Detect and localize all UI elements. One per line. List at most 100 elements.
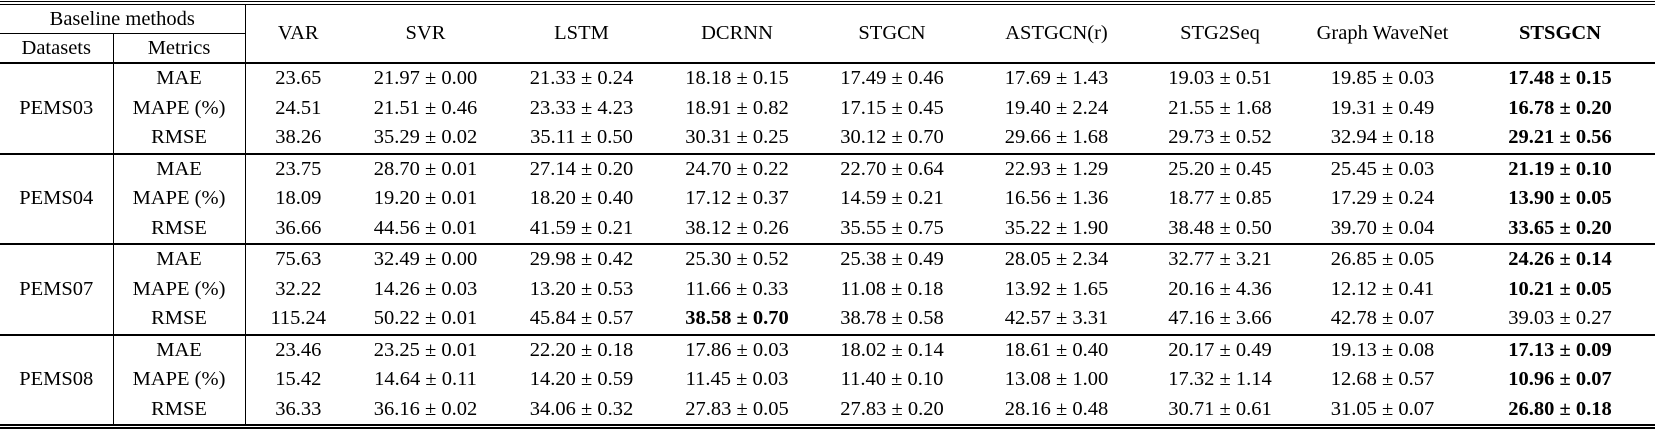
metric-name-cell: MAE: [113, 63, 246, 94]
value-cell: 19.85 ± 0.03: [1330, 67, 1435, 90]
value-cell: 47.16 ± 3.66: [1168, 307, 1272, 330]
method-column-header-stgcn: STGCN: [858, 22, 926, 44]
value-cell: 13.20 ± 0.53: [529, 277, 634, 300]
value-cell: 33.65 ± 0.20: [1508, 216, 1612, 239]
value-cell: 31.05 ± 0.07: [1330, 397, 1435, 420]
method-column-header-lstm: LSTM: [554, 22, 609, 44]
header-row-sub: Datasets Metrics: [0, 33, 1655, 63]
table-row: RMSE 115.24 50.22 ± 0.01 45.84 ± 0.57 38.58 …: [0, 304, 1655, 335]
value-cell: 18.09: [275, 187, 322, 210]
value-cell: 26.85 ± 0.05: [1330, 248, 1435, 271]
value-cell: 29.98 ± 0.42: [529, 248, 634, 271]
value-cell: 35.11 ± 0.50: [530, 126, 633, 149]
metric-name-cell: RMSE: [113, 213, 246, 244]
value-cell: 39.70 ± 0.04: [1330, 216, 1435, 239]
value-cell: 18.61 ± 0.40: [1004, 338, 1109, 361]
results-table: Baseline methods VAR SVR LSTM DCRNN STGCN AST…: [0, 1, 1655, 429]
dataset-name-cell: PEMS04: [0, 153, 114, 244]
value-cell: 11.08 ± 0.18: [840, 277, 944, 300]
metric-name-cell: MAPE (%): [113, 184, 246, 214]
value-cell: 42.78 ± 0.07: [1330, 307, 1435, 330]
value-cell: 24.26 ± 0.14: [1508, 248, 1612, 271]
table-row: MAPE (%) 24.51 21.51 ± 0.46 23.33 ± 4.23 18.…: [0, 93, 1655, 123]
metric-name-cell: MAE: [113, 244, 246, 275]
method-column-header-dcrnn: DCRNN: [701, 22, 773, 44]
value-cell: 17.48 ± 0.15: [1508, 67, 1612, 90]
value-cell: 29.73 ± 0.52: [1168, 126, 1272, 149]
method-column-header-astgcn-r: ASTGCN(r): [1005, 22, 1108, 44]
dataset-group-pems08: PEMS08 MAE 23.46 23.25 ± 0.01 22.20 ± 0.18 17…: [0, 334, 1655, 427]
value-cell: 14.20 ± 0.59: [529, 368, 634, 391]
value-cell: 26.80 ± 0.18: [1508, 397, 1612, 420]
value-cell: 11.40 ± 0.10: [840, 368, 944, 391]
value-cell: 24.70 ± 0.22: [685, 157, 789, 180]
value-cell: 27.83 ± 0.20: [840, 397, 944, 420]
value-cell: 21.55 ± 1.68: [1168, 96, 1272, 119]
value-cell: 36.66: [275, 216, 322, 239]
value-cell: 18.77 ± 0.85: [1168, 187, 1272, 210]
value-cell: 18.91 ± 0.82: [685, 96, 789, 119]
metric-name-cell: MAE: [113, 153, 246, 184]
value-cell: 21.97 ± 0.00: [373, 67, 478, 90]
value-cell: 38.58 ± 0.70: [685, 307, 789, 330]
dataset-group-pems07: PEMS07 MAE 75.63 32.49 ± 0.00 29.98 ± 0.42 25…: [0, 244, 1655, 335]
value-cell: 25.45 ± 0.03: [1330, 157, 1435, 180]
value-cell: 14.59 ± 0.21: [840, 187, 944, 210]
value-cell: 22.93 ± 1.29: [1004, 157, 1109, 180]
metric-name-cell: MAPE (%): [113, 274, 246, 304]
value-cell: 12.12 ± 0.41: [1330, 277, 1435, 300]
value-cell: 18.02 ± 0.14: [840, 338, 944, 361]
value-cell: 38.78 ± 0.58: [840, 307, 944, 330]
value-cell: 19.03 ± 0.51: [1168, 67, 1272, 90]
value-cell: 39.03 ± 0.27: [1508, 307, 1612, 330]
value-cell: 18.18 ± 0.15: [685, 67, 789, 90]
table-row: MAPE (%) 32.22 14.26 ± 0.03 13.20 ± 0.53 11.…: [0, 274, 1655, 304]
value-cell: 32.94 ± 0.18: [1330, 126, 1435, 149]
value-cell: 17.12 ± 0.37: [685, 187, 789, 210]
dataset-group-pems04: PEMS04 MAE 23.75 28.70 ± 0.01 27.14 ± 0.20 24…: [0, 153, 1655, 244]
value-cell: 41.59 ± 0.21: [529, 216, 634, 239]
table-row: MAPE (%) 15.42 14.64 ± 0.11 14.20 ± 0.59 11.…: [0, 365, 1655, 395]
value-cell: 17.86 ± 0.03: [685, 338, 789, 361]
value-cell: 28.05 ± 2.34: [1004, 248, 1109, 271]
header-row-top: Baseline methods VAR SVR LSTM DCRNN STGCN AST…: [0, 3, 1655, 44]
table-row: PEMS08 MAE 23.46 23.25 ± 0.01 22.20 ± 0.18 17…: [0, 334, 1655, 427]
table-row: RMSE 36.33 36.16 ± 0.02 34.06 ± 0.32 27.83 ±…: [0, 394, 1655, 427]
value-cell: 18.20 ± 0.40: [529, 187, 634, 210]
value-cell: 23.46: [275, 338, 322, 361]
value-cell: 23.33 ± 4.23: [529, 96, 634, 119]
value-cell: 17.69 ± 1.43: [1004, 67, 1109, 90]
value-cell: 27.83 ± 0.05: [685, 397, 789, 420]
value-cell: 75.63: [275, 248, 322, 271]
value-cell: 14.26 ± 0.03: [373, 277, 478, 300]
value-cell: 21.19 ± 0.10: [1508, 157, 1612, 180]
table-row: PEMS07 MAE 75.63 32.49 ± 0.00 29.98 ± 0.42 25…: [0, 244, 1655, 335]
value-cell: 17.13 ± 0.09: [1508, 338, 1612, 361]
value-cell: 11.66 ± 0.33: [685, 277, 789, 300]
value-cell: 35.22 ± 1.90: [1004, 216, 1109, 239]
value-cell: 22.20 ± 0.18: [529, 338, 634, 361]
value-cell: 10.96 ± 0.07: [1508, 368, 1612, 391]
value-cell: 15.42: [275, 368, 322, 391]
value-cell: 13.08 ± 1.00: [1004, 368, 1109, 391]
value-cell: 11.45 ± 0.03: [685, 368, 789, 391]
value-cell: 28.16 ± 0.48: [1004, 397, 1109, 420]
value-cell: 22.70 ± 0.64: [840, 157, 944, 180]
value-cell: 25.20 ± 0.45: [1168, 157, 1272, 180]
value-cell: 20.16 ± 4.36: [1168, 277, 1272, 300]
value-cell: 19.40 ± 2.24: [1004, 96, 1109, 119]
dataset-group-pems03: PEMS03 MAE 23.65 21.97 ± 0.00 21.33 ± 0.24 18…: [0, 63, 1655, 154]
value-cell: 19.31 ± 0.49: [1330, 96, 1435, 119]
value-cell: 35.29 ± 0.02: [373, 126, 478, 149]
value-cell: 32.49 ± 0.00: [373, 248, 478, 271]
value-cell: 25.38 ± 0.49: [840, 248, 944, 271]
value-cell: 27.14 ± 0.20: [529, 157, 634, 180]
dataset-name-cell: PEMS07: [0, 244, 114, 335]
metric-name-cell: RMSE: [113, 304, 246, 335]
value-cell: 44.56 ± 0.01: [373, 216, 478, 239]
value-cell: 32.22: [275, 277, 322, 300]
value-cell: 10.21 ± 0.05: [1508, 277, 1612, 300]
datasets-column-header: Datasets: [0, 33, 114, 63]
value-cell: 19.13 ± 0.08: [1330, 338, 1435, 361]
